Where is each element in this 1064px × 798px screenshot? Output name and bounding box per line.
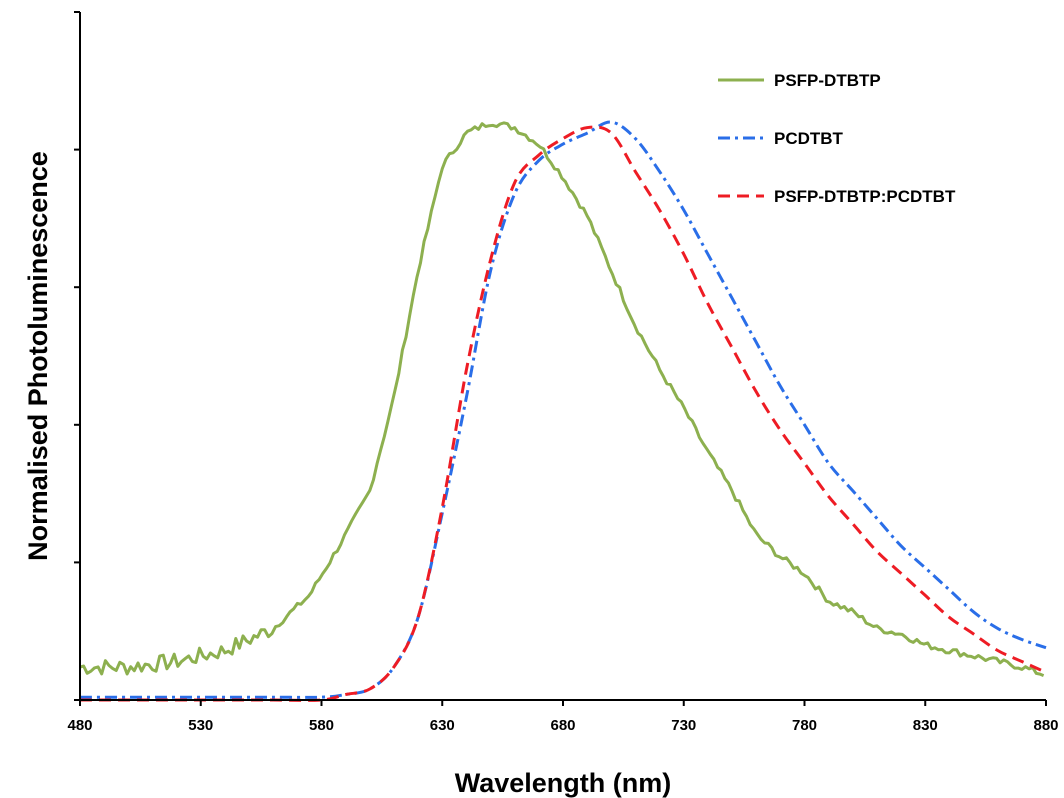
- x-tick-label: 480: [67, 717, 92, 734]
- x-tick-label: 730: [671, 717, 696, 734]
- x-tick-label: 780: [792, 717, 817, 734]
- x-ticks: 480 530 580 630 680 730 780 830 880: [67, 700, 1059, 734]
- series-line-1: [79, 121, 1045, 677]
- legend-label: PSFP-DTBTP: [774, 71, 881, 90]
- x-tick-label: 830: [913, 717, 938, 734]
- legend: PSFP-DTBTP PCDTBT PSFP-DTBTP:PCDTBT: [718, 71, 956, 206]
- series-line-3: [80, 125, 1047, 702]
- x-tick-label: 530: [188, 717, 213, 734]
- series-layer: [79, 120, 1047, 702]
- x-tick-label: 630: [430, 717, 455, 734]
- y-ticks: [74, 11, 80, 701]
- x-axis-title: Wavelength (nm): [455, 768, 672, 798]
- series-line-2: [79, 120, 1047, 699]
- x-tick-label: 580: [309, 717, 334, 734]
- x-tick-label: 680: [550, 717, 575, 734]
- legend-label: PCDTBT: [774, 129, 844, 148]
- x-tick-label: 880: [1033, 717, 1058, 734]
- plot-area: 480 530 580 630 680 730 780 830 880: [67, 11, 1059, 734]
- legend-label: PSFP-DTBTP:PCDTBT: [774, 187, 956, 206]
- y-axis-title: Normalised Photoluminescence: [23, 151, 53, 561]
